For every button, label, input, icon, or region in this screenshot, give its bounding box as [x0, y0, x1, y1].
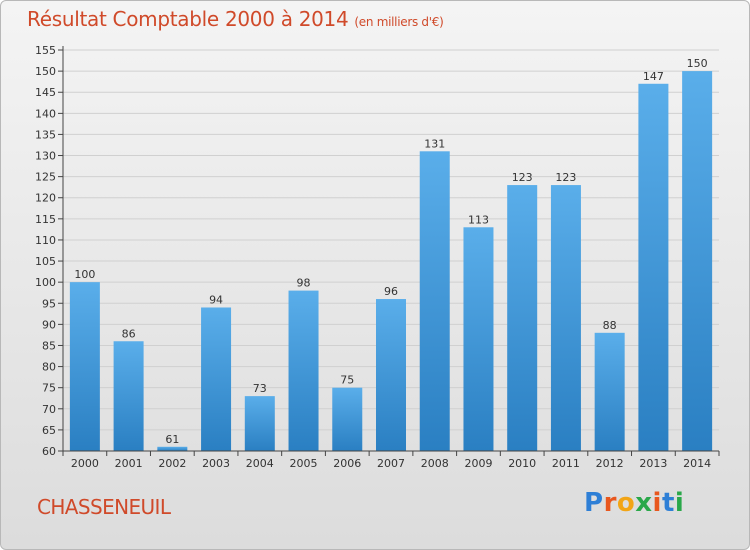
y-tick-label: 90: [42, 318, 56, 331]
y-tick-label: 100: [35, 276, 56, 289]
data-label: 94: [209, 293, 223, 306]
axes: [62, 46, 719, 452]
data-label: 73: [253, 382, 267, 395]
y-tick-label: 60: [42, 445, 56, 458]
data-label: 88: [603, 319, 617, 332]
y-tick-label: 75: [42, 382, 56, 395]
y-tick-label: 110: [35, 234, 56, 247]
y-tick-label: 145: [35, 86, 56, 99]
logo-letter: o: [616, 488, 636, 518]
y-tick-label: 125: [35, 171, 56, 184]
y-tick-label: 140: [35, 107, 56, 120]
proxiti-logo: Proxiti: [584, 488, 684, 518]
data-label: 75: [340, 374, 354, 387]
y-tick-label: 105: [35, 255, 56, 268]
data-label: 86: [122, 327, 136, 340]
chart-title: Résultat Comptable 2000 à 2014 (en millie…: [27, 7, 444, 31]
chart-title-text: Résultat Comptable 2000 à 2014: [27, 7, 349, 31]
x-axis-ticks: 2000 2001 2002 2003 2004 2005 2006 2007 2008 2009…: [62, 451, 720, 470]
data-label: 123: [555, 171, 576, 184]
bar-2003: [201, 307, 232, 451]
data-label: 147: [643, 70, 664, 83]
x-tick-label: 2004: [246, 457, 274, 470]
data-label: 123: [512, 171, 533, 184]
bar-2007: [376, 299, 406, 451]
y-tick-label: 120: [35, 192, 56, 205]
x-tick-label: 2010: [508, 457, 536, 470]
x-tick-label: 2006: [333, 457, 361, 470]
bar-2010: [507, 185, 538, 452]
bar-2000: [69, 282, 100, 451]
data-label: 150: [687, 57, 708, 70]
y-tick-label: 80: [42, 361, 56, 374]
bar-2001: [113, 341, 144, 451]
bar-2004: [244, 396, 275, 451]
bar-2012: [594, 332, 625, 451]
data-label: 98: [297, 277, 311, 290]
bar-2005: [288, 290, 319, 451]
data-label: 113: [468, 213, 489, 226]
y-tick-label: 115: [35, 213, 56, 226]
x-tick-label: 2011: [552, 457, 580, 470]
y-tick-label: 130: [35, 150, 56, 163]
bar-2006: [332, 387, 363, 451]
logo-letter: i: [674, 488, 685, 518]
x-tick-label: 2008: [421, 457, 449, 470]
logo-letter: t: [661, 488, 675, 518]
x-tick-label: 2005: [290, 457, 318, 470]
logo-letter: P: [584, 488, 604, 518]
x-tick-label: 2013: [639, 457, 667, 470]
logo-letter: r: [603, 488, 617, 518]
x-tick-label: 2002: [158, 457, 186, 470]
x-tick-label: 2012: [596, 457, 624, 470]
y-tick-label: 150: [35, 65, 56, 78]
y-tick-label: 65: [42, 424, 56, 437]
y-tick-label: 95: [42, 297, 56, 310]
bars: [69, 71, 713, 452]
logo-letter: x: [635, 488, 653, 518]
x-tick-label: 2001: [115, 457, 143, 470]
logo-letter: i: [652, 488, 662, 518]
bar-2011: [550, 185, 581, 452]
x-tick-label: 2009: [464, 457, 492, 470]
bar-2013: [638, 83, 669, 451]
chart-unit: (en milliers d'€): [354, 15, 444, 29]
y-tick-label: 155: [35, 44, 56, 57]
x-tick-label: 2003: [202, 457, 230, 470]
data-labels: 100 86 61 94 73 98 75 96 131 113 123 123 88 147 150: [74, 57, 707, 446]
y-tick-label: 85: [42, 339, 56, 352]
x-tick-label: 2007: [377, 457, 405, 470]
bar-2008: [419, 151, 450, 451]
y-tick-label: 135: [35, 128, 56, 141]
data-label: 131: [424, 137, 445, 150]
y-axis-ticks: 60 65 70 75 80 85 90 95 100 105 110 115 120 125 130 135…: [35, 44, 63, 458]
bar-2014: [682, 71, 713, 452]
bar-2002: [157, 446, 188, 451]
y-tick-label: 70: [42, 403, 56, 416]
place-name: CHASSENEUIL: [37, 495, 171, 519]
x-tick-label: 2000: [71, 457, 99, 470]
data-label: 96: [384, 285, 398, 298]
bar-2009: [463, 227, 494, 451]
x-tick-label: 2014: [683, 457, 711, 470]
data-label: 61: [165, 433, 179, 446]
data-label: 100: [74, 268, 95, 281]
